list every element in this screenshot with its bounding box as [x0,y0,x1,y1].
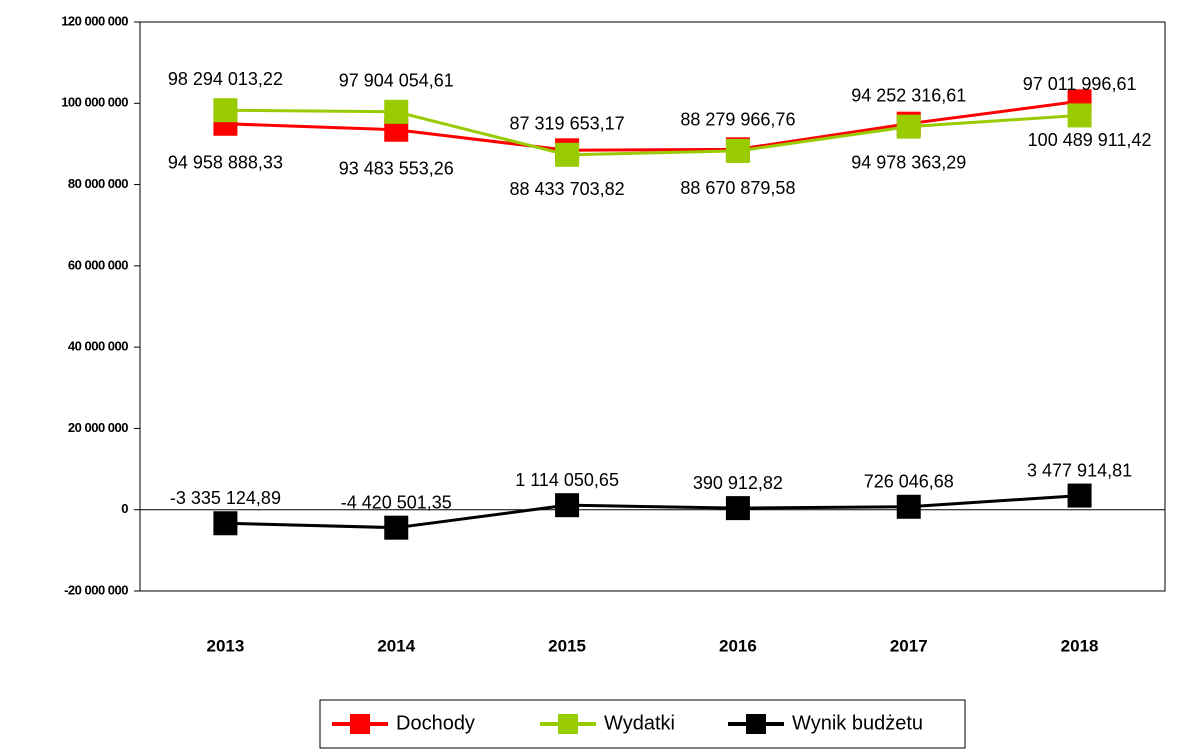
marker [896,494,921,519]
series-line [225,108,1080,157]
y-tick-label: 0 [121,501,128,516]
marker [1067,483,1092,508]
data-label: 94 958 888,33 [168,153,283,173]
marker [213,98,238,123]
legend-label: Dochody [396,712,475,734]
plot-area [139,21,1166,592]
marker [1067,103,1092,128]
series-line [225,99,1080,152]
marker [384,99,409,124]
marker [725,138,750,163]
data-label: 88 279 966,76 [680,110,795,130]
legend-marker [350,714,370,734]
y-tick-label: 60 000 000 [68,257,128,272]
data-label: 100 489 911,42 [1028,130,1152,150]
data-label: 93 483 553,26 [339,159,454,179]
x-tick-label: 2016 [719,636,757,655]
y-tick-label: 20 000 000 [68,420,128,435]
data-label: 87 319 653,17 [510,114,625,134]
y-tick-label: -20 000 000 [64,582,128,597]
data-label: 94 978 363,29 [851,152,966,172]
legend: Dochody Wydatki Wynik budżetu [319,699,966,749]
data-label: -4 420 501,35 [341,492,452,512]
data-label: 98 294 013,22 [168,69,283,89]
series-line [225,494,1080,530]
marker [896,114,921,139]
x-tick-label: 2014 [377,636,415,655]
legend-label: Wynik budżetu [792,712,923,734]
marker [555,493,580,518]
data-label: 726 046,68 [864,472,954,492]
y-tick-label: 80 000 000 [68,176,128,191]
legend-label: Wydatki [604,712,675,734]
x-tick-label: 2018 [1061,636,1099,655]
legend-marker [558,714,578,734]
y-tick-label: 100 000 000 [61,95,128,110]
data-label: 390 912,82 [693,473,783,493]
legend-box [319,699,966,749]
marker [725,496,750,521]
data-label: 1 114 050,65 [515,470,619,490]
data-label: 88 433 703,82 [510,179,625,199]
x-tick-label: 2015 [548,636,586,655]
marker [555,142,580,167]
y-tick-label: 40 000 000 [68,339,128,354]
data-label: 97 904 054,61 [339,71,454,91]
marker [384,515,409,540]
x-tick-label: 2017 [890,636,928,655]
data-label: 3 477 914,81 [1027,460,1132,480]
x-tick-label: 2013 [207,636,245,655]
data-label: -3 335 124,89 [170,488,281,508]
data-label: 88 670 879,58 [680,178,795,198]
data-label: 97 011 996,61 [1023,74,1137,94]
y-tick-label: 120 000 000 [61,13,128,28]
marker [213,511,238,536]
legend-marker [746,714,766,734]
data-label: 94 252 316,61 [851,85,966,105]
